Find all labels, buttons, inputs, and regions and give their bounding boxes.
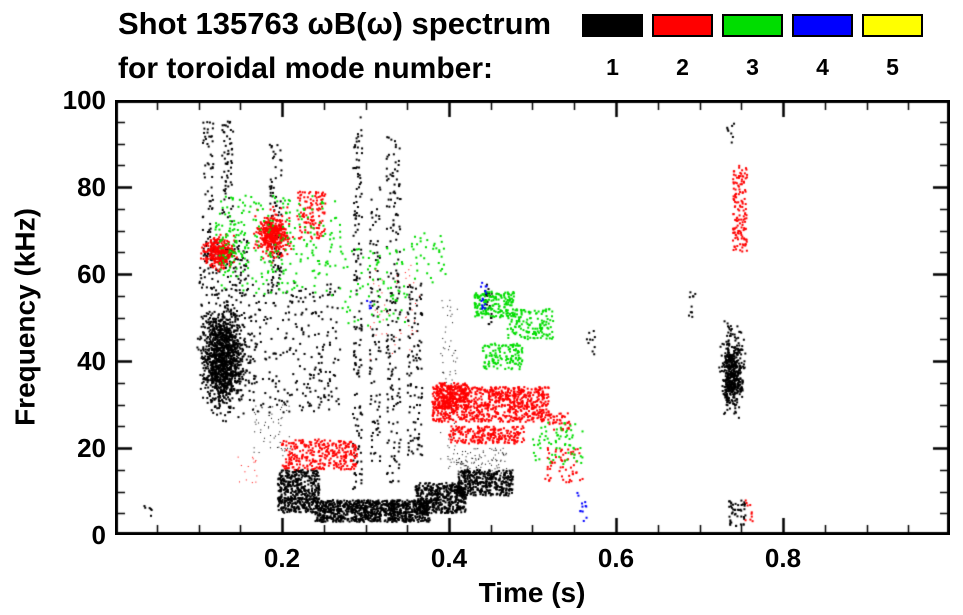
legend: 1 2 3 4 5 bbox=[582, 14, 923, 79]
legend-swatch-n3 bbox=[722, 14, 783, 37]
y-tick-label-60: 60 bbox=[77, 259, 106, 289]
legend-swatch-n2 bbox=[652, 14, 713, 37]
y-tick-label-0: 0 bbox=[91, 520, 106, 550]
legend-number-n3: 3 bbox=[746, 54, 759, 80]
legend-entry-n1: 1 bbox=[582, 14, 643, 79]
legend-number-n4: 4 bbox=[816, 54, 829, 80]
x-tick-label-0.8: 0.8 bbox=[764, 543, 802, 573]
y-tick-label-100: 100 bbox=[62, 85, 106, 115]
legend-swatch-n1 bbox=[582, 14, 643, 37]
legend-number-n5: 5 bbox=[886, 54, 899, 80]
x-tick-label-0.6: 0.6 bbox=[597, 543, 635, 573]
plot-area-canvas bbox=[115, 100, 950, 535]
x-tick-label-0.2: 0.2 bbox=[263, 543, 301, 573]
y-tick-label-80: 80 bbox=[77, 172, 106, 202]
y-tick-label-20: 20 bbox=[77, 433, 106, 463]
y-tick-label-40: 40 bbox=[77, 346, 106, 376]
chart-title-line2: for toroidal mode number: bbox=[118, 52, 493, 85]
chart-title-line1: Shot 135763 ωB(ω) spectrum bbox=[118, 6, 552, 41]
legend-number-n2: 2 bbox=[676, 54, 689, 80]
legend-entry-n2: 2 bbox=[652, 14, 713, 79]
legend-swatch-n4 bbox=[792, 14, 853, 37]
legend-number-n1: 1 bbox=[606, 54, 619, 80]
legend-entry-n3: 3 bbox=[722, 14, 783, 79]
y-axis-title: Frequency (kHz) bbox=[9, 208, 41, 426]
legend-swatch-n5 bbox=[862, 14, 923, 37]
legend-entry-n5: 5 bbox=[862, 14, 923, 79]
x-axis-title: Time (s) bbox=[478, 577, 586, 608]
legend-entry-n4: 4 bbox=[792, 14, 853, 79]
x-tick-label-0.4: 0.4 bbox=[430, 543, 468, 573]
